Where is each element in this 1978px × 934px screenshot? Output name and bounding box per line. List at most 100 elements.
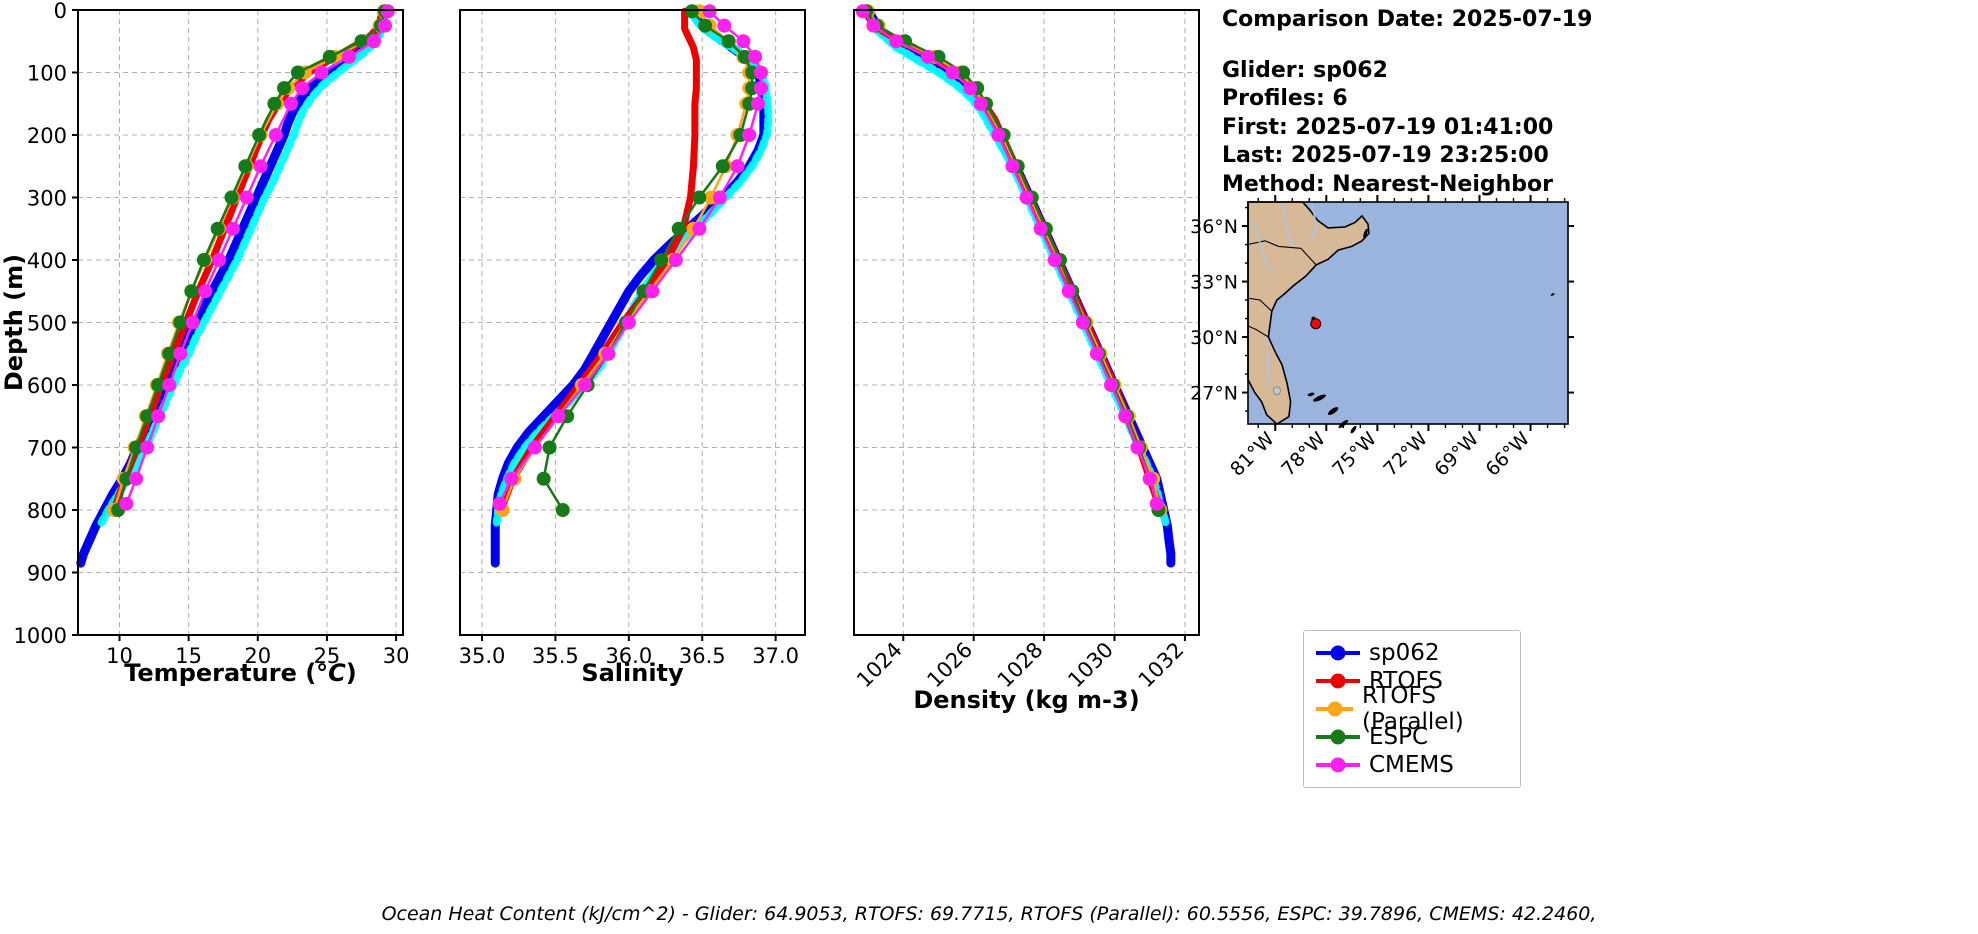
legend-item-label: RTOFS (Parallel) [1362, 683, 1464, 735]
lon-tick-label: 81°W [1226, 428, 1279, 481]
series-sp062 [863, 6, 1176, 568]
x-tick-label: 35.5 [532, 644, 579, 668]
legend-marker-dot [1330, 645, 1346, 661]
series-line [863, 6, 1176, 568]
series-marker [129, 440, 144, 455]
x-tick-label: 25 [314, 644, 341, 668]
legend-item-sp062[interactable]: sp062 [1304, 639, 1516, 667]
series-marker [322, 49, 337, 64]
series-marker [730, 159, 745, 174]
series-line [116, 10, 387, 512]
series-marker [668, 253, 683, 267]
state-border [1247, 325, 1269, 338]
series-marker [1142, 471, 1157, 486]
series-marker [536, 471, 551, 486]
comparison-date-text: Comparison Date: 2025-07-19 [1222, 7, 1593, 32]
glider-position-marker [1310, 318, 1322, 330]
series-marker [354, 34, 369, 49]
ocean-heat-content-caption-svg: Ocean Heat Content (kJ/cm^2) - Glider: 6… [382, 903, 1597, 925]
x-tick-label: 36.0 [605, 644, 652, 668]
series-espc [859, 4, 1166, 517]
legend-item-label: CMEMS [1369, 752, 1454, 778]
x-tick-label: 10 [106, 644, 133, 668]
series-marker [225, 221, 240, 236]
series-marker [504, 471, 519, 486]
series-marker [1047, 253, 1062, 267]
lon-tick-label: 75°W [1328, 428, 1381, 481]
y-tick-label: 600 [27, 374, 67, 398]
series-marker [119, 496, 134, 511]
map-frame [1247, 201, 1569, 425]
series-marker [715, 159, 730, 174]
series-marker [151, 409, 166, 424]
ocean-heat-content-caption: Ocean Heat Content (kJ/cm^2) - Glider: 6… [382, 903, 1597, 925]
series-line [860, 7, 1170, 527]
river-line [1310, 201, 1317, 242]
x-tick-label: 1028 [993, 638, 1048, 693]
y-tick-label: 400 [27, 249, 67, 273]
legend-item-rtofs[interactable]: RTOFS [1304, 667, 1516, 695]
series-marker [551, 409, 566, 424]
x-tick-label: 15 [175, 644, 202, 668]
last-profile-time-text: Last: 2025-07-19 23:25:00 [1222, 143, 1549, 169]
glider-name-text: Glider: sp062 [1222, 57, 1388, 83]
series-marker [119, 471, 134, 486]
plot-frame [459, 9, 806, 636]
series-cmems [492, 4, 768, 511]
plot-frame [853, 9, 1200, 636]
lake-okeechobee [1273, 386, 1281, 395]
series-marker [295, 81, 310, 96]
metadata-block: Comparison Date: 2025-07-19 Glider: sp06… [1222, 6, 1592, 200]
series-marker [1005, 159, 1020, 174]
series-marker [671, 221, 686, 236]
series-marker [748, 49, 763, 64]
series-marker [721, 34, 736, 49]
series-marker [698, 18, 713, 33]
series-marker [380, 4, 395, 19]
legend-item-rtofs-parallel-[interactable]: RTOFS (Parallel) [1304, 683, 1516, 735]
x-axis-label: Density (kg m-3) [913, 686, 1139, 714]
series-marker [184, 284, 199, 299]
x-tick-label: 30 [383, 644, 410, 668]
legend-item-label: ESPC [1369, 724, 1429, 750]
legend-item-label: RTOFS [1369, 668, 1443, 694]
series-marker [173, 346, 188, 361]
x-tick-label: 20 [244, 644, 271, 668]
series-marker [855, 4, 870, 19]
lon-tick-label: 72°W [1379, 428, 1432, 481]
legend-item-cmems[interactable]: CMEMS [1304, 751, 1516, 779]
density-panel: 1024 1026 1028 1030 1032 Density (kg m-3) [830, 0, 1230, 740]
location-map: 36°N 33°N 30°N 27°N 81°W78°W75°W72°W69°W66°W [1190, 195, 1574, 481]
series-marker [173, 315, 188, 330]
series-marker [866, 18, 881, 33]
island-shape [1307, 392, 1315, 397]
series-line [866, 10, 1162, 512]
island-shape [1550, 293, 1555, 296]
series-marker [252, 128, 267, 142]
x-tick-label: 37.0 [752, 644, 799, 668]
series-marker [973, 96, 988, 111]
x-axis-label-main: Temperature ( [124, 659, 316, 687]
series-marker [753, 65, 768, 80]
legend-line-swatch [1316, 673, 1360, 689]
lon-tick-label: 66°W [1481, 428, 1534, 481]
series-marker [267, 96, 282, 111]
legend-marker-dot [1330, 673, 1346, 689]
y-tick-label: 200 [27, 124, 67, 148]
series-line [861, 10, 1159, 505]
series-marker [162, 378, 177, 392]
y-tick-label: 0 [54, 0, 67, 23]
series-line [125, 10, 390, 505]
series-marker [736, 34, 751, 49]
legend-line-swatch [1316, 757, 1360, 773]
island-shape [1313, 394, 1326, 402]
y-tick-label: 900 [27, 562, 67, 586]
series-marker [751, 96, 766, 111]
legend-item-espc[interactable]: ESPC [1304, 723, 1516, 751]
series-marker [1019, 190, 1034, 205]
series-marker [185, 315, 200, 330]
outer-banks-shape [1363, 228, 1368, 239]
series-marker [140, 409, 155, 424]
